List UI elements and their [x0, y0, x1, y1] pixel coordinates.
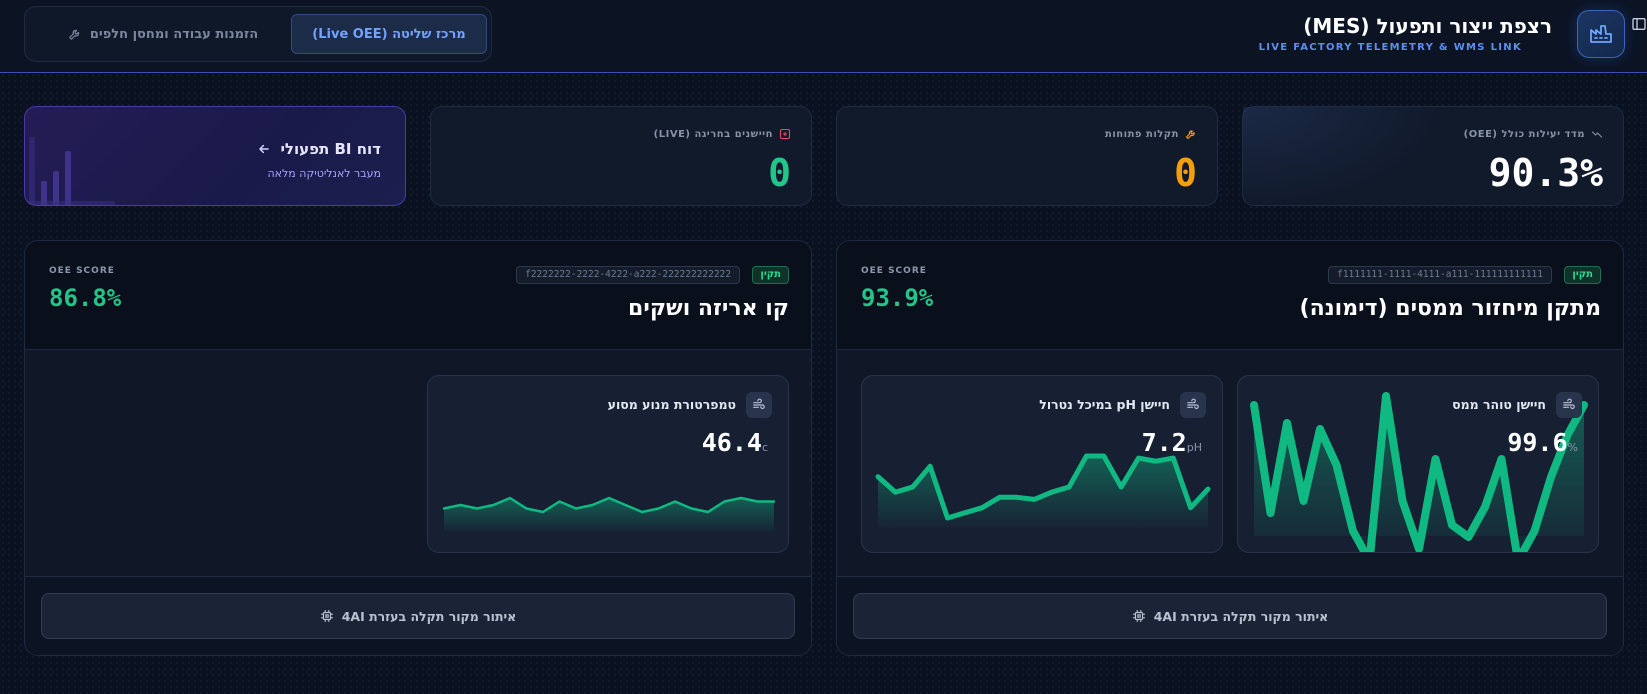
tab-bar: הזמנות עבודה ומחסן חלפים מרכז שליטה (Liv… [24, 6, 492, 62]
app-logo[interactable] [1577, 10, 1625, 58]
factory-icon [1590, 25, 1612, 43]
sensor-value: 7.2 [1141, 428, 1187, 457]
wind-icon [1187, 398, 1199, 410]
sensor-card-ph[interactable]: חיישן pH במיכל נטרול 7.2pH [861, 375, 1223, 553]
sparkline-area [1254, 396, 1584, 552]
tab-control-center[interactable]: מרכז שליטה (Live OEE) [291, 14, 487, 54]
oee-score-value: 93.9% [861, 284, 934, 312]
machine-id-badge: f2222222-2222-4222-a222-222222222222 [516, 266, 740, 284]
trend-icon [1591, 131, 1603, 138]
sensor-value: 99.6 [1507, 428, 1568, 457]
bi-report-title: דוח BI תפעולי [280, 140, 381, 158]
machine-panel-header: OEE SCORE 93.9% תקין f1111111-1111-4111-… [837, 241, 1623, 350]
sensor-name: טמפרטורת מנוע מסוע [607, 397, 736, 412]
bar-chart-icon [25, 137, 115, 205]
kpi-oee-value: 90.3% [1488, 151, 1603, 195]
oee-score-label: OEE SCORE [49, 266, 115, 276]
machine-title: מתקן מיחזור ממסים (דימונה) [1299, 296, 1601, 321]
status-badge: תקין [1564, 266, 1601, 284]
sensor-unit: pH [1186, 441, 1202, 454]
sensor-value: 46.4 [701, 428, 762, 457]
sensor-card-solvent-purity[interactable]: חיישן טוהר ממס 99.6% [1237, 375, 1599, 553]
sensor-icon-box [1180, 392, 1206, 418]
kpi-oee-card: מדד יעילות כולל (OEE) 90.3% [1242, 106, 1624, 207]
ai-root-cause-button[interactable]: איתור מקור תקלה בעזרת 4AI [41, 593, 795, 639]
wind-icon [1563, 398, 1575, 410]
sparkline-area [878, 456, 1208, 528]
sparkline-area [444, 498, 774, 532]
kpi-oee-label: מדד יעילות כולל (OEE) [1463, 128, 1585, 140]
machine-id-badge: f1111111-1111-4111-a111-111111111111 [1328, 266, 1552, 284]
sensor-icon-box [746, 392, 772, 418]
oee-score-value: 86.8% [49, 284, 122, 312]
kpi-faults-value: 0 [1174, 151, 1197, 195]
page-title: רצפת ייצור ותפעול (MES) [1303, 14, 1552, 38]
sensor-unit: c [761, 441, 768, 454]
sensor-unit: % [1567, 441, 1578, 454]
sensor-value-row: 7.2pH [1142, 428, 1202, 457]
machine-panel-footer: איתור מקור תקלה בעזרת 4AI [25, 576, 811, 655]
bi-report-title-row: דוח BI תפעולי [257, 140, 381, 158]
machine-title: קו אריזה ושקים [628, 296, 789, 321]
ai-root-cause-label: איתור מקור תקלה בעזרת 4AI [1153, 608, 1329, 624]
sensor-value-row: 46.4c [702, 428, 768, 457]
arrow-left-icon [258, 144, 269, 154]
kpi-oee-glow [1243, 107, 1443, 207]
tab-control-center-label: מרכז שליטה (Live OEE) [312, 26, 466, 42]
wrench-icon [1185, 130, 1195, 140]
alert-icon [779, 128, 791, 140]
ai-root-cause-button[interactable]: איתור מקור תקלה בעזרת 4AI [853, 593, 1607, 639]
kpi-faults-label-row: תקלות פתוחות [1105, 128, 1197, 140]
machine-panel-solvent-recycling: OEE SCORE 93.9% תקין f1111111-1111-4111-… [836, 240, 1624, 656]
bi-report-card[interactable]: דוח BI תפעולי מעבר לאנליטיקה מלאה [24, 106, 406, 206]
oee-score-label: OEE SCORE [861, 266, 927, 276]
sensor-card-conveyor-temp[interactable]: טמפרטורת מנוע מסוע 46.4c [427, 375, 789, 553]
sparkline-solvent-purity [1250, 392, 1588, 552]
app-header: הזמנות עבודה ומחסן חלפים מרכז שליטה (Liv… [0, 0, 1647, 73]
sparkline-ph [875, 453, 1211, 528]
machine-panel-footer: איתור מקור תקלה בעזרת 4AI [837, 576, 1623, 655]
sparkline-line [442, 496, 776, 514]
sensor-icon-box [1556, 392, 1582, 418]
cpu-icon [320, 610, 333, 622]
kpi-oee-label-row: מדד יעילות כולל (OEE) [1464, 128, 1603, 140]
sensor-value-row: 99.6% [1507, 428, 1578, 457]
sidebar-toggle-button[interactable] [1631, 16, 1647, 32]
kpi-sensors-label: חיישנים בחריגה (LIVE) [653, 128, 773, 140]
sidebar-toggle-icon [1632, 18, 1646, 30]
cpu-icon [1132, 610, 1145, 622]
tab-work-orders-label: הזמנות עבודה ומחסן חלפים [89, 26, 259, 42]
kpi-sensors-card: חיישנים בחריגה (LIVE) 0 [430, 106, 812, 206]
kpi-faults-label: תקלות פתוחות [1105, 128, 1179, 140]
machine-panel-packaging-line: OEE SCORE 86.8% תקין f2222222-2222-4222-… [24, 240, 812, 656]
sparkline-line [1250, 392, 1588, 552]
wind-icon [753, 398, 765, 410]
kpi-sensors-label-row: חיישנים בחריגה (LIVE) [654, 128, 791, 140]
wrench-icon [69, 29, 80, 40]
sensor-name: חיישן pH במיכל נטרול [1039, 397, 1170, 412]
bi-report-subtitle: מעבר לאנליטיקה מלאה [267, 167, 382, 180]
tab-work-orders[interactable]: הזמנות עבודה ומחסן חלפים [45, 14, 281, 54]
ai-root-cause-label: איתור מקור תקלה בעזרת 4AI [341, 608, 517, 624]
kpi-faults-card: תקלות פתוחות 0 [836, 106, 1218, 206]
status-badge: תקין [752, 266, 789, 284]
sparkline-line [875, 453, 1211, 521]
machine-panel-header: OEE SCORE 86.8% תקין f2222222-2222-4222-… [25, 241, 811, 350]
page-subtitle: LIVE FACTORY TELEMETRY & WMS LINK [1258, 42, 1522, 53]
sensor-name: חיישן טוהר ממס [1452, 397, 1546, 412]
sparkline-conveyor-temp [442, 496, 776, 532]
kpi-sensors-value: 0 [768, 151, 791, 195]
